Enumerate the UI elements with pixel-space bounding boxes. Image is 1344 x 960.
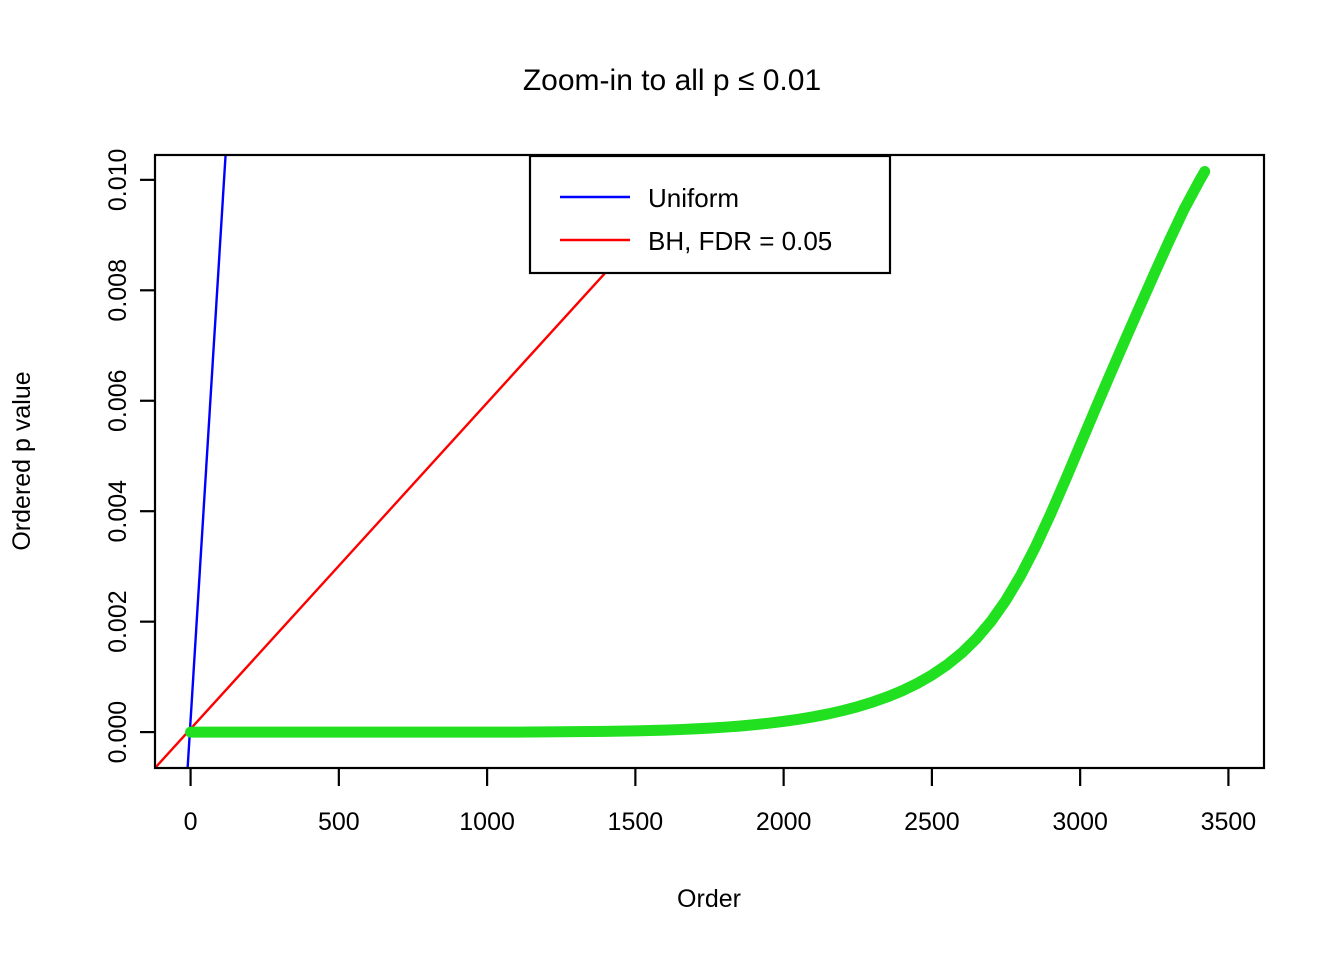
reference-line-uniform (186, 156, 227, 767)
y-axis-ticks: 0.000 0.002 0.004 0.006 0.008 0.010 (104, 149, 155, 764)
legend-box (528, 154, 892, 275)
y-axis-label: Ordered p value (8, 371, 36, 550)
x-axis-ticks: 0 500 1000 1500 2000 2500 3000 3500 (184, 768, 1257, 836)
x-tick-label: 2500 (904, 808, 960, 836)
y-tick-label: 0.010 (104, 149, 132, 212)
legend[interactable]: Uniform BH, FDR = 0.05 (528, 154, 892, 275)
x-tick-label: 1500 (608, 808, 664, 836)
x-tick-label: 3500 (1201, 808, 1257, 836)
x-tick-label: 2000 (756, 808, 812, 836)
x-axis-label: Order (677, 885, 741, 913)
y-tick-label: 0.000 (104, 701, 132, 764)
legend-label-bh: BH, FDR = 0.05 (648, 226, 832, 256)
y-tick-label: 0.006 (104, 369, 132, 432)
x-tick-label: 1000 (459, 808, 515, 836)
x-tick-label: 500 (318, 808, 360, 836)
chart-title: Zoom-in to all p ≤ 0.01 (523, 64, 821, 97)
y-tick-label: 0.008 (104, 259, 132, 322)
y-tick-label: 0.004 (104, 480, 132, 543)
x-tick-label: 0 (184, 808, 198, 836)
y-tick-label: 0.002 (104, 590, 132, 653)
legend-label-uniform: Uniform (648, 183, 739, 213)
data-curve-ordered-p-values (185, 166, 1211, 738)
x-tick-label: 3000 (1052, 808, 1108, 836)
